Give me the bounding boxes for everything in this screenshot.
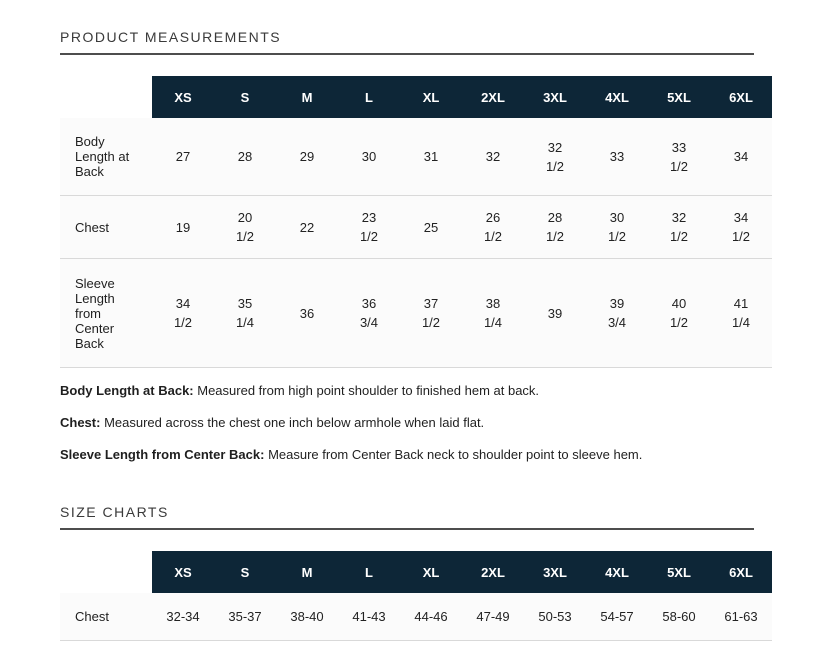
measurement-value: 32 [485,149,501,164]
size-header-row: XS S M L XL 2XL 3XL 4XL 5XL 6XL [60,551,772,593]
size-header-3xl: 3XL [524,551,586,593]
size-range-value: 41-43 [352,609,386,624]
measurement-value: 26 1/2 [483,210,503,244]
row-label: Chest [75,219,109,235]
measurement-notes: Body Length at Back: Measured from high … [60,384,754,462]
header-spacer-cell [60,551,152,593]
measurement-value: 35 1/4 [235,296,255,330]
size-charts-table: XS S M L XL 2XL 3XL 4XL 5XL 6XL Chest 32… [60,551,772,641]
measurement-value: 30 [361,149,377,164]
measurement-value: 22 [299,219,315,235]
measurement-value: 36 [299,305,315,321]
size-range-value: 38-40 [290,609,324,624]
size-header-xl: XL [400,76,462,118]
size-header-s: S [214,551,276,593]
product-measurements-section: PRODUCT MEASUREMENTS [60,29,754,55]
size-range-value: 44-46 [414,609,448,624]
size-range-value: 35-37 [228,609,262,624]
measurement-value: 28 [237,149,253,164]
measurement-value: 27 [175,149,191,164]
measurement-value: 34 1/2 [731,210,751,244]
size-header-m: M [276,551,338,593]
row-label: Body Length at Back [75,134,130,179]
size-header-2xl: 2XL [462,76,524,118]
measurement-value: 20 1/2 [235,210,255,244]
table-row-chest: Chest 19 20 1/2 22 23 1/2 25 26 1/2 28 1… [60,196,772,259]
size-range-value: 61-63 [724,609,758,624]
note-body-length: Body Length at Back: Measured from high … [60,384,754,398]
size-header-xl: XL [400,551,462,593]
size-range-value: 32-34 [166,609,200,624]
note-term: Chest: [60,415,101,430]
table-row-chest-range: Chest 32-34 35-37 38-40 41-43 44-46 47-4… [60,593,772,641]
measurement-value: 34 [733,149,749,164]
size-header-4xl: 4XL [586,76,648,118]
measurement-value: 25 [423,219,439,235]
measurement-value: 28 1/2 [545,210,565,244]
header-spacer-cell [60,76,152,118]
size-header-2xl: 2XL [462,551,524,593]
row-label: Sleeve Length from Center Back [75,275,115,351]
measurement-value: 33 [609,149,625,164]
measurement-value: 40 1/2 [669,296,689,330]
note-term: Sleeve Length from Center Back: [60,447,265,462]
measurement-value: 32 1/2 [545,139,565,174]
measurement-value: 32 1/2 [669,210,689,244]
measurement-value: 38 1/4 [483,296,503,330]
size-range-value: 50-53 [538,609,572,624]
product-measurements-table: XS S M L XL 2XL 3XL 4XL 5XL 6XL Body Len… [60,76,772,368]
size-header-m: M [276,76,338,118]
measurement-value: 23 1/2 [359,210,379,244]
size-header-s: S [214,76,276,118]
table-row-sleeve-length: Sleeve Length from Center Back 34 1/2 35… [60,259,772,368]
measurement-value: 36 3/4 [359,296,379,330]
measurement-value: 34 1/2 [173,296,193,330]
size-range-value: 58-60 [662,609,696,624]
note-definition: Measure from Center Back neck to shoulde… [264,447,643,462]
size-header-5xl: 5XL [648,551,710,593]
measurement-value: 19 [175,219,191,235]
measurement-value: 37 1/2 [421,296,441,330]
measurement-value: 39 [547,305,563,321]
product-measurements-title: PRODUCT MEASUREMENTS [60,29,754,55]
measurement-value: 39 3/4 [607,296,627,330]
note-definition: Measured from high point shoulder to fin… [193,383,540,398]
size-charts-section: SIZE CHARTS [60,504,754,530]
note-sleeve-length: Sleeve Length from Center Back: Measure … [60,448,754,462]
size-header-l: L [338,76,400,118]
size-charts-title: SIZE CHARTS [60,504,754,530]
row-label: Chest [75,609,109,624]
size-header-6xl: 6XL [710,551,772,593]
measurement-value: 41 1/4 [731,296,751,330]
size-range-value: 54-57 [600,609,634,624]
size-header-4xl: 4XL [586,551,648,593]
size-header-3xl: 3XL [524,76,586,118]
note-chest: Chest: Measured across the chest one inc… [60,416,754,430]
size-header-l: L [338,551,400,593]
note-term: Body Length at Back: [60,383,194,398]
measurement-value: 29 [299,149,315,164]
table-row-body-length: Body Length at Back 27 28 29 30 31 32 32… [60,118,772,196]
size-header-xs: XS [152,551,214,593]
note-definition: Measured across the chest one inch below… [100,415,485,430]
size-range-value: 47-49 [476,609,510,624]
measurement-value: 30 1/2 [607,210,627,244]
size-header-xs: XS [152,76,214,118]
measurement-value: 33 1/2 [669,139,689,174]
size-header-5xl: 5XL [648,76,710,118]
size-header-row: XS S M L XL 2XL 3XL 4XL 5XL 6XL [60,76,772,118]
measurement-value: 31 [423,149,439,164]
size-header-6xl: 6XL [710,76,772,118]
